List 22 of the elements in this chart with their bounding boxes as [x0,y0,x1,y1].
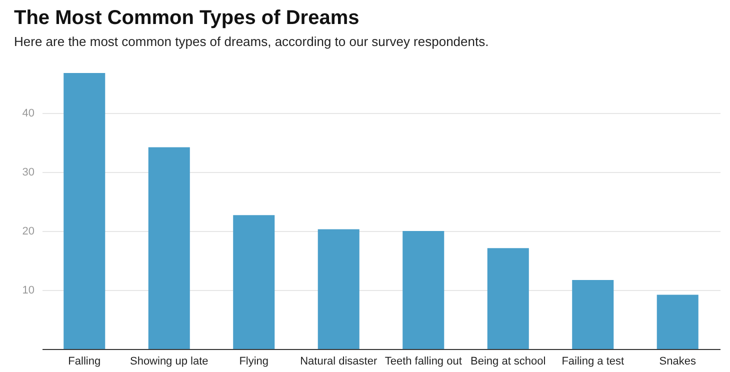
x-tick-label: Falling [68,356,101,368]
y-tick-label: 30 [22,166,34,179]
x-tick-label: Snakes [659,356,696,368]
x-tick-label: Teeth falling out [384,356,462,368]
x-tick-label: Showing up late [130,356,208,368]
chart-title: The Most Common Types of Dreams [14,7,360,29]
bar [572,280,614,349]
bar [233,215,275,349]
bar [318,229,360,349]
y-tick-label: 10 [22,284,34,297]
chart-subtitle: Here are the most common types of dreams, according to our survey respondents. [14,34,489,49]
bar [402,231,444,349]
x-tick-label: Natural disaster [300,356,378,368]
x-tick-label: Being at school [470,356,546,368]
bar [64,73,106,349]
bar [487,248,529,349]
x-tick-label: Flying [239,356,269,368]
y-tick-label: 40 [22,108,34,120]
bar [148,147,190,349]
y-tick-label: 20 [22,226,34,238]
bar [656,294,698,349]
x-tick-label: Failing a test [562,356,624,368]
